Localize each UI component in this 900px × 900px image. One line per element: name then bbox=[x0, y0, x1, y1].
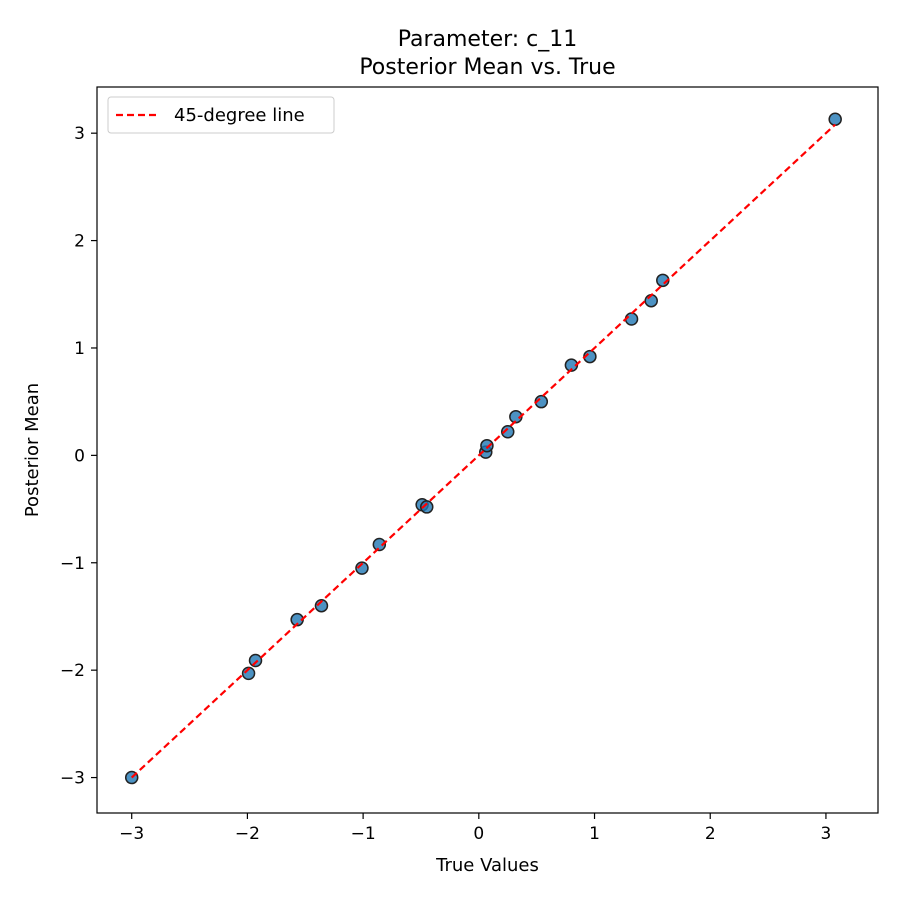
data-point bbox=[420, 500, 434, 514]
x-tick-label: 0 bbox=[473, 824, 484, 844]
x-tick-label: −3 bbox=[119, 824, 144, 844]
x-tick-label: 3 bbox=[821, 824, 832, 844]
plot-frame bbox=[96, 86, 879, 814]
x-tick-label: −2 bbox=[235, 824, 260, 844]
y-tick-label: 0 bbox=[74, 446, 85, 466]
legend-label: 45-degree line bbox=[174, 105, 305, 126]
y-tick-label: 3 bbox=[74, 124, 85, 144]
y-tick-label: 2 bbox=[74, 232, 85, 252]
legend: 45-degree line bbox=[107, 96, 335, 134]
chart-title: Parameter: c_11 bbox=[398, 27, 578, 52]
y-tick-label: −3 bbox=[60, 769, 85, 789]
x-tick-label: 1 bbox=[589, 824, 600, 844]
x-axis-label: True Values bbox=[435, 855, 539, 876]
y-tick-label: −2 bbox=[60, 661, 85, 681]
series-line-45-degree bbox=[130, 123, 836, 779]
x-tick-label: −1 bbox=[351, 824, 376, 844]
chart-subtitle: Posterior Mean vs. True bbox=[359, 55, 615, 80]
x-tick-label: 2 bbox=[705, 824, 716, 844]
plot-area: −3 −2 −1 0 1 2 3 −3 −2 −1 0 1 2 3 45-degree line bbox=[60, 86, 879, 844]
data-point bbox=[248, 653, 263, 668]
data-point bbox=[372, 537, 387, 552]
y-tick-label: 1 bbox=[74, 339, 85, 359]
data-point bbox=[480, 438, 494, 453]
y-axis-label: Posterior Mean bbox=[22, 383, 43, 517]
y-tick-label: −1 bbox=[60, 554, 85, 574]
data-point bbox=[828, 112, 842, 126]
data-point bbox=[500, 424, 515, 439]
legend-box bbox=[107, 96, 335, 134]
